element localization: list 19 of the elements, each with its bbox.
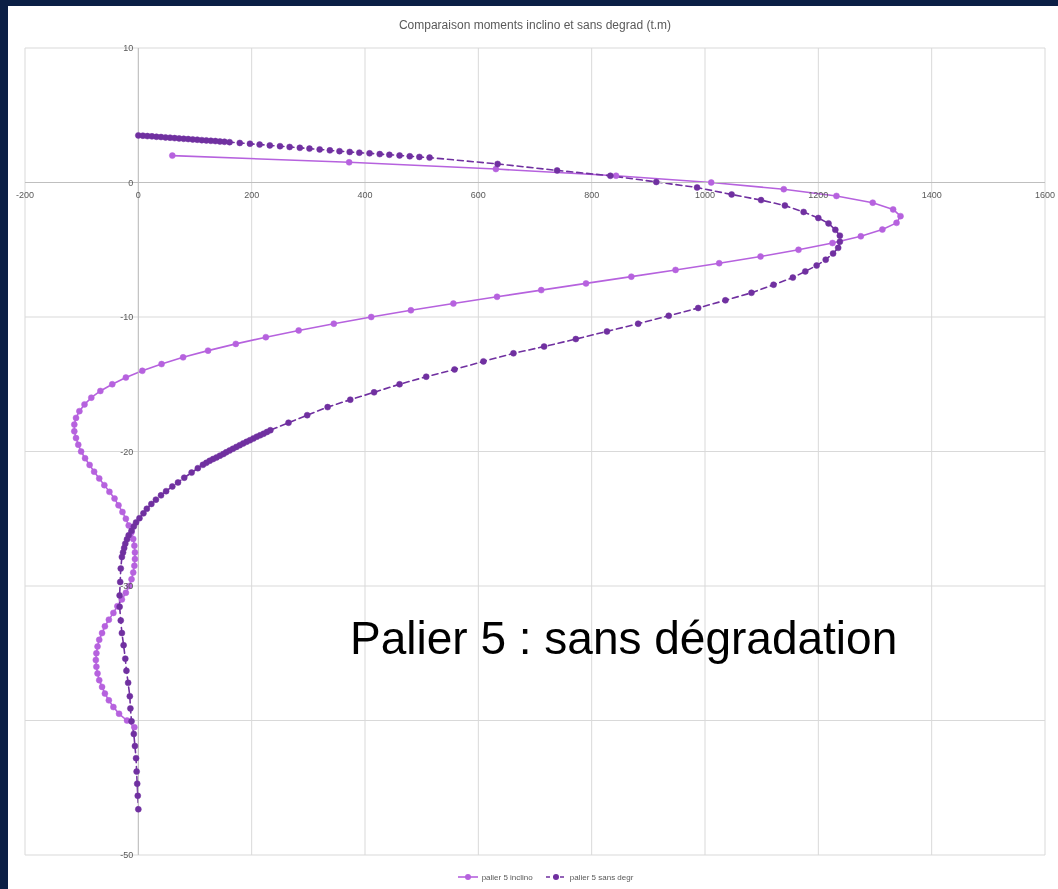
x-tick-label: 400 [357,189,373,200]
x-tick-label: 800 [584,189,600,200]
y-tick-label: -10 [120,312,134,322]
chart-title: Comparaison moments inclino et sans degrad (t.m) [397,18,673,32]
x-tick-label: 600 [470,189,486,200]
y-tick-label: -30 [120,581,134,591]
x-tick-label: 1600 [1034,189,1056,200]
y-tick-label: 10 [123,43,134,53]
legend-label: palier 5 sans degr [569,872,634,882]
x-tick-label: 200 [244,189,260,200]
y-tick-label: -20 [120,446,134,457]
x-tick-label: 1000 [694,189,716,200]
y-tick-label: -50 [120,850,134,860]
x-tick-label: 0 [135,189,141,200]
legend-label: palier 5 inclino [481,872,533,882]
annotation: Palier 5 : sans dégradation [350,612,898,664]
y-tick-label: 0 [128,177,134,188]
x-tick-label: 1400 [921,189,942,200]
x-tick-label: -200 [15,189,35,200]
